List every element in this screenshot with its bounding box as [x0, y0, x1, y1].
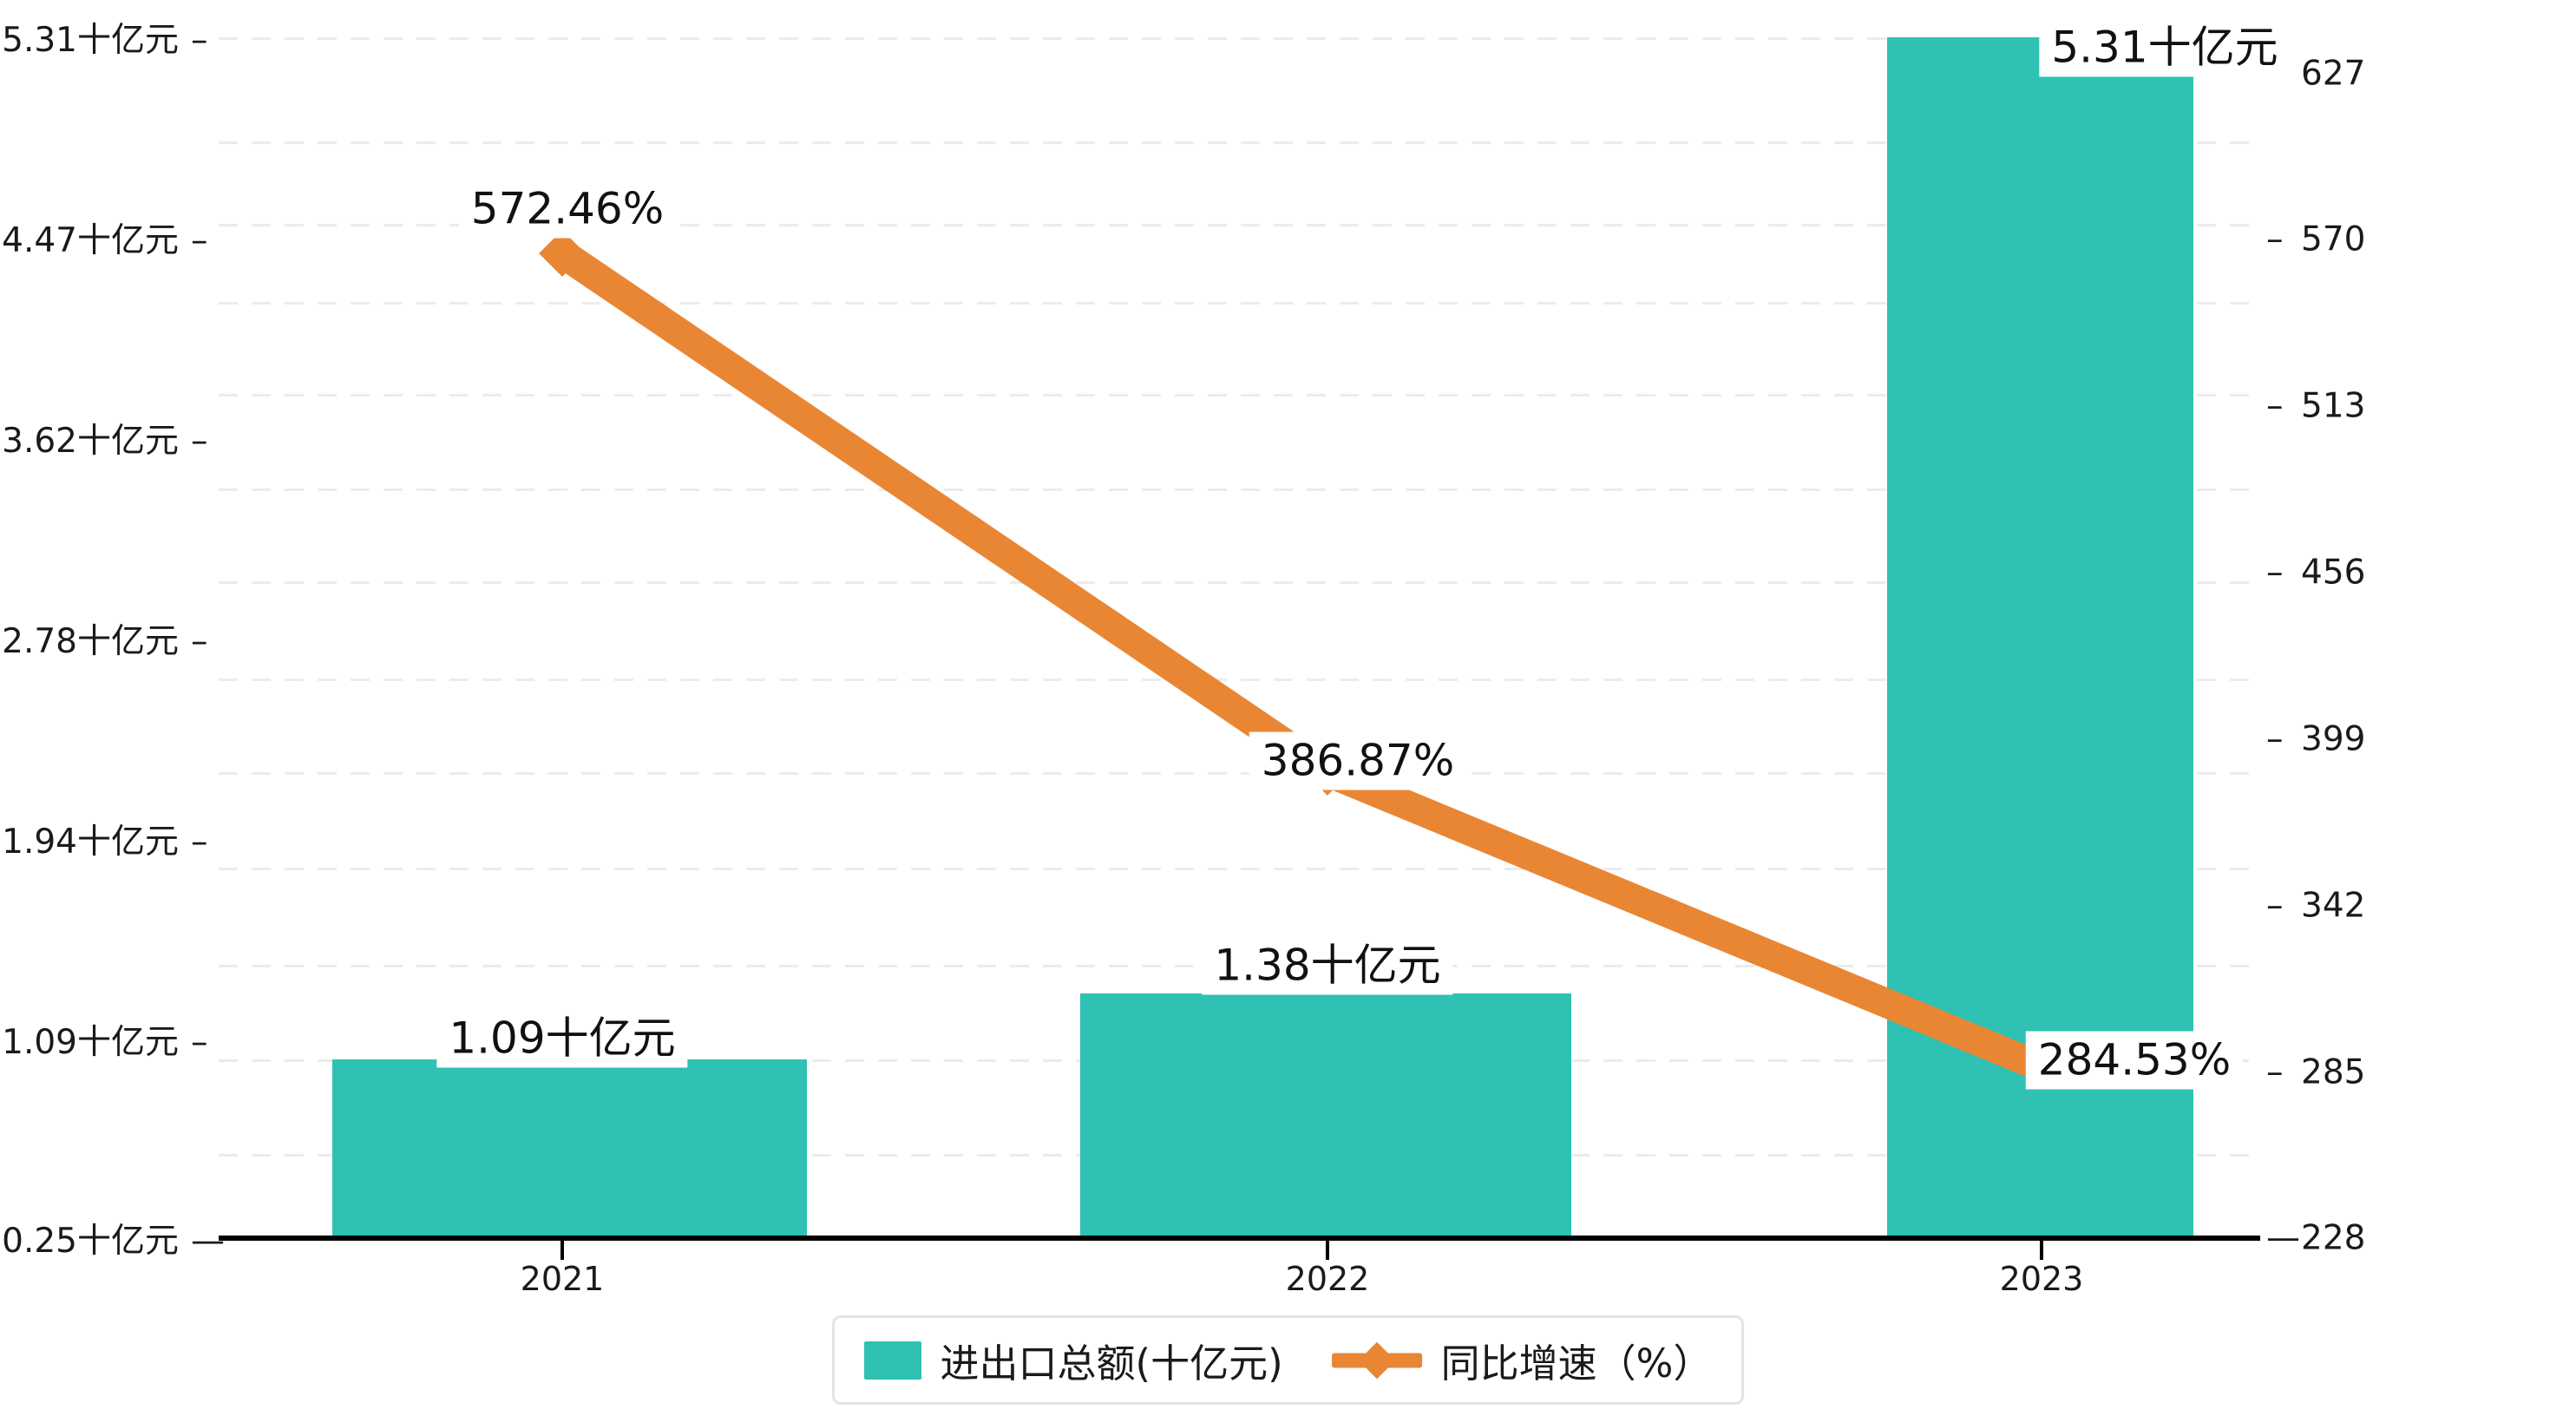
line-label-2022: 386.87%	[1249, 731, 1467, 790]
bar-label-2021: 1.09十亿元	[436, 1009, 688, 1068]
y-axis-left-tick: 1.94十亿元 –	[2, 815, 213, 863]
y-axis-left-tick-label: 0.25十亿元	[2, 1222, 179, 1261]
y-axis-left-tick: 5.31十亿元 –	[2, 13, 213, 62]
y-axis-left-tick: 0.25十亿元 —	[2, 1214, 225, 1262]
y-axis-left-tick-label: 1.94十亿元	[2, 823, 179, 862]
legend-label-bar: 进出口总额(十亿元)	[940, 1341, 1283, 1386]
y-axis-left-tick-label: 4.47十亿元	[2, 221, 179, 260]
y-axis-right-tick-label: 627	[2301, 54, 2366, 94]
tick-dash-icon: –	[2266, 553, 2284, 593]
tick-dash-icon: –	[191, 622, 208, 661]
y-axis-left-tick-label: 2.78十亿元	[2, 622, 179, 661]
line-label-2021: 572.46%	[458, 180, 677, 239]
legend-swatch-line-diamond-icon	[1331, 1341, 1422, 1380]
line-label-2023: 284.53%	[2025, 1031, 2244, 1090]
y-axis-right-tick: –342	[2266, 887, 2365, 926]
gridline	[219, 141, 2260, 144]
x-axis-tick-label-2022: 2022	[1285, 1260, 1370, 1298]
tick-dash-icon: –	[2266, 220, 2284, 259]
y-axis-right-tick-label: 342	[2301, 886, 2366, 926]
tick-dash-icon: –	[191, 21, 208, 60]
y-axis-right-tick: –285	[2266, 1053, 2365, 1092]
legend-item-line[interactable]: 同比增速（%）	[1331, 1332, 1713, 1388]
y-axis-left-tick: 3.62十亿元 –	[2, 414, 213, 462]
legend-item-bar[interactable]: 进出口总额(十亿元)	[863, 1332, 1283, 1388]
y-axis-left-tick: 1.09十亿元 –	[2, 1015, 213, 1064]
y-axis-left-tick: 2.78十亿元 –	[2, 614, 213, 663]
y-axis-left-tick: 4.47十亿元 –	[2, 213, 213, 262]
y-axis-right-tick-label: 285	[2301, 1052, 2366, 1092]
tick-dash-icon: –	[2266, 386, 2284, 426]
y-axis-right-tick: –513	[2266, 387, 2365, 426]
tick-dash-icon: –	[191, 422, 208, 461]
y-axis-right-tick: –570	[2266, 220, 2365, 259]
tick-dash-icon: –	[2266, 886, 2284, 926]
legend-swatch-square-icon	[863, 1341, 921, 1380]
y-axis-left-tick-label: 3.62十亿元	[2, 422, 179, 461]
y-axis-right-tick: —228	[2266, 1219, 2365, 1258]
gridline	[219, 224, 2260, 226]
y-axis-right-tick: –456	[2266, 554, 2365, 593]
tick-dash-icon: –	[2266, 719, 2284, 759]
bar-2021[interactable]	[332, 1059, 807, 1238]
y-axis-right-tick-label: 456	[2301, 553, 2366, 593]
y-axis-left-tick-label: 1.09十亿元	[2, 1023, 179, 1062]
x-axis-tick-mark	[2040, 1241, 2043, 1260]
y-axis-right-tick: –399	[2266, 720, 2365, 759]
tick-dash-icon: –	[191, 1023, 208, 1062]
gridline	[219, 37, 2260, 40]
x-axis-tick-label-2023: 2023	[1999, 1260, 2084, 1298]
legend-label-line: 同比增速（%）	[1440, 1341, 1713, 1386]
x-axis-line	[219, 1236, 2260, 1241]
y-axis-left-tick-label: 5.31十亿元	[2, 21, 179, 60]
x-axis-tick-mark	[560, 1241, 564, 1260]
tick-dash-icon: —	[191, 1222, 225, 1261]
x-axis-tick-mark	[1326, 1241, 1329, 1260]
bar-label-2022: 1.38十亿元	[1202, 936, 1453, 995]
bar-2022[interactable]	[1080, 993, 1571, 1238]
chart-legend[interactable]: 进出口总额(十亿元) 同比增速（%）	[831, 1315, 1745, 1405]
y-axis-right-tick-label: 513	[2301, 386, 2366, 426]
y-axis-right-tick-label: 570	[2301, 220, 2366, 259]
tick-dash-icon: –	[191, 823, 208, 862]
tick-dash-icon: —	[2266, 1218, 2300, 1258]
tick-dash-icon: –	[191, 221, 208, 260]
y-axis-right-tick-label: 228	[2301, 1218, 2366, 1258]
tick-dash-icon: –	[2266, 1052, 2284, 1092]
bar-label-2023: 5.31十亿元	[2039, 18, 2291, 77]
y-axis-right-tick-label: 399	[2301, 719, 2366, 759]
x-axis-tick-label-2021: 2021	[520, 1260, 605, 1298]
